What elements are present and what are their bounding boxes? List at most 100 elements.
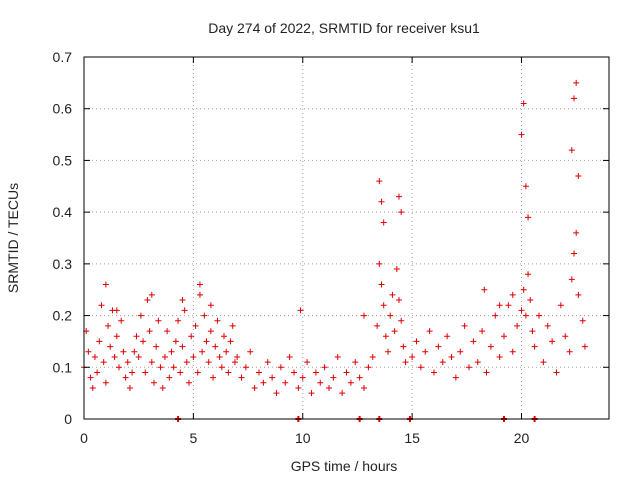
plot-frame [83, 56, 610, 420]
data-point [242, 364, 249, 371]
y-tick-label: 0.1 [53, 359, 73, 375]
data-point [231, 359, 238, 366]
data-point [452, 374, 459, 381]
data-point [549, 338, 556, 345]
data-point [579, 317, 586, 324]
data-point [487, 343, 494, 350]
x-tick-label: 10 [295, 430, 311, 446]
data-point [378, 198, 385, 205]
data-point [264, 359, 271, 366]
data-point [299, 374, 306, 381]
data-point [102, 281, 109, 288]
x-tick-label: 20 [514, 430, 530, 446]
y-tick-label: 0.3 [53, 256, 73, 272]
data-point [326, 384, 332, 391]
data-point [85, 348, 92, 355]
data-point [183, 359, 190, 366]
y-tick-label: 0.5 [53, 152, 73, 168]
data-point [457, 348, 464, 355]
data-point [396, 297, 402, 304]
data-point [393, 266, 400, 273]
data-point [334, 353, 341, 360]
data-point [481, 286, 488, 293]
data-point [190, 353, 197, 360]
data-point [361, 312, 367, 319]
data-point [520, 286, 527, 293]
data-point [536, 312, 542, 319]
data-point [192, 322, 199, 329]
data-point [155, 317, 162, 324]
y-tick-label: 0 [64, 411, 72, 427]
data-point [391, 328, 398, 335]
data-point [483, 369, 490, 376]
data-point [291, 369, 297, 376]
data-point [118, 317, 125, 324]
data-point [216, 353, 223, 360]
data-point [196, 281, 203, 288]
data-point [100, 359, 107, 366]
data-point [540, 359, 547, 366]
data-point [544, 322, 551, 329]
data-point [247, 348, 254, 355]
data-point [179, 343, 186, 350]
data-point [581, 343, 588, 350]
data-point [479, 328, 486, 335]
data-point [256, 369, 262, 376]
data-point [142, 369, 149, 376]
y-axis-label: SRMTID / TECUs [5, 183, 21, 293]
data-point [166, 374, 173, 381]
y-tick-label: 0.7 [53, 49, 73, 65]
data-point [113, 333, 120, 340]
x-tick-label: 5 [189, 430, 197, 446]
data-point [529, 328, 536, 335]
axis-ticks: 0 5 10 15 20 0 0.1 0.2 0.3 0.4 0.5 0.6 0.7 [53, 49, 609, 446]
data-point [212, 343, 219, 350]
data-point [426, 328, 433, 335]
data-point [571, 250, 577, 257]
data-point [170, 364, 177, 371]
data-point [159, 384, 166, 391]
data-point [568, 147, 575, 154]
data-point [387, 312, 394, 319]
data-point [330, 374, 337, 381]
data-point [435, 343, 442, 350]
data-point [94, 369, 101, 376]
data-point [199, 348, 206, 355]
data-point [369, 353, 376, 360]
data-point [365, 364, 372, 371]
data-point [277, 364, 284, 371]
data-point [238, 374, 245, 381]
data-point [175, 317, 182, 324]
y-tick-label: 0.4 [53, 204, 73, 220]
data-point [378, 281, 385, 288]
data-point [203, 338, 210, 345]
data-point [461, 322, 468, 329]
data-point [562, 333, 569, 340]
data-point [398, 209, 405, 216]
data-point [492, 312, 499, 319]
data-point [221, 333, 227, 340]
data-point [126, 384, 133, 391]
data-point [400, 343, 407, 350]
data-point [295, 384, 302, 391]
data-point [161, 353, 168, 360]
data-point [308, 390, 315, 397]
data-point [120, 348, 127, 355]
data-point [522, 183, 529, 190]
data-point [273, 390, 280, 397]
data-point [413, 338, 420, 345]
data-point [396, 193, 402, 200]
data-point [514, 322, 521, 329]
data-point [148, 359, 155, 366]
data-point [575, 291, 582, 298]
data-point [207, 302, 214, 309]
data-point [571, 95, 577, 102]
data-point [181, 307, 188, 314]
data-point [177, 369, 184, 376]
y-tick-label: 0.2 [53, 308, 73, 324]
data-point [229, 322, 236, 329]
data-series [81, 79, 588, 397]
data-point [409, 353, 416, 360]
data-point [380, 302, 387, 309]
